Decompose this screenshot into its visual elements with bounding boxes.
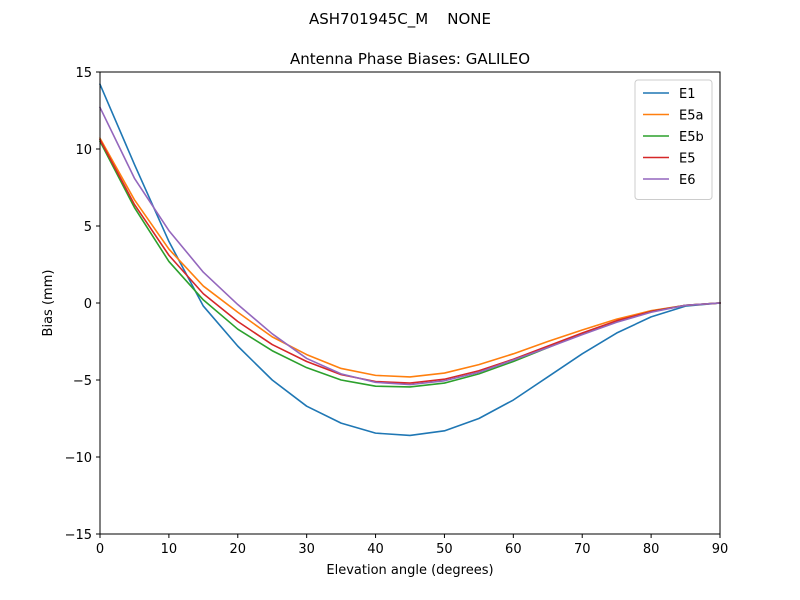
- x-tick-label: 50: [436, 542, 453, 557]
- chart-title: Antenna Phase Biases: GALILEO: [290, 50, 530, 68]
- series-line-e1: [98, 83, 721, 437]
- legend-label-e5a: E5a: [679, 109, 703, 124]
- x-tick-label: 0: [96, 542, 104, 557]
- plot-area: [100, 72, 720, 534]
- y-axis-label: Bias (mm): [41, 270, 56, 337]
- x-tick-label: 40: [367, 542, 384, 557]
- x-tick-label: 90: [712, 542, 729, 557]
- y-tick-label: 0: [84, 297, 92, 312]
- x-tick-label: 60: [505, 542, 522, 557]
- x-tick-label: 10: [161, 542, 178, 557]
- legend-label-e5: E5: [679, 152, 696, 167]
- series-line-e5a: [98, 137, 721, 378]
- axes-layer: 0 10 20 30 40 50 60 70 80 90 −15 −10 −5 0 5 10 15: [65, 66, 729, 557]
- series-line-e6: [98, 106, 721, 386]
- series-line-e5: [98, 138, 721, 384]
- x-tick-label: 80: [643, 542, 660, 557]
- y-tick-label: −5: [73, 374, 92, 389]
- figure-suptitle: ASH701945C_M NONE: [309, 10, 491, 29]
- y-tick-label: 5: [84, 220, 92, 235]
- y-tick-label: 15: [75, 66, 92, 81]
- plot-background: [100, 72, 720, 534]
- legend-label-e6: E6: [679, 173, 696, 188]
- legend-label-e1: E1: [679, 87, 696, 102]
- y-tick-label: −10: [65, 451, 92, 466]
- x-tick-label: 70: [574, 542, 591, 557]
- x-tick-label: 30: [298, 542, 315, 557]
- x-axis-label: Elevation angle (degrees): [326, 563, 493, 578]
- legend-box: [634, 79, 713, 200]
- x-tick-label: 20: [230, 542, 247, 557]
- series-layer: [98, 83, 721, 437]
- y-tick-label: 10: [75, 143, 92, 158]
- legend: E1 E5a E5b E5 E6: [634, 79, 713, 200]
- y-tick-label: −15: [65, 528, 92, 543]
- legend-label-e5b: E5b: [679, 130, 704, 145]
